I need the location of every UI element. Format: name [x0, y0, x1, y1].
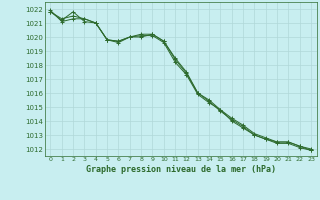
X-axis label: Graphe pression niveau de la mer (hPa): Graphe pression niveau de la mer (hPa) — [86, 165, 276, 174]
